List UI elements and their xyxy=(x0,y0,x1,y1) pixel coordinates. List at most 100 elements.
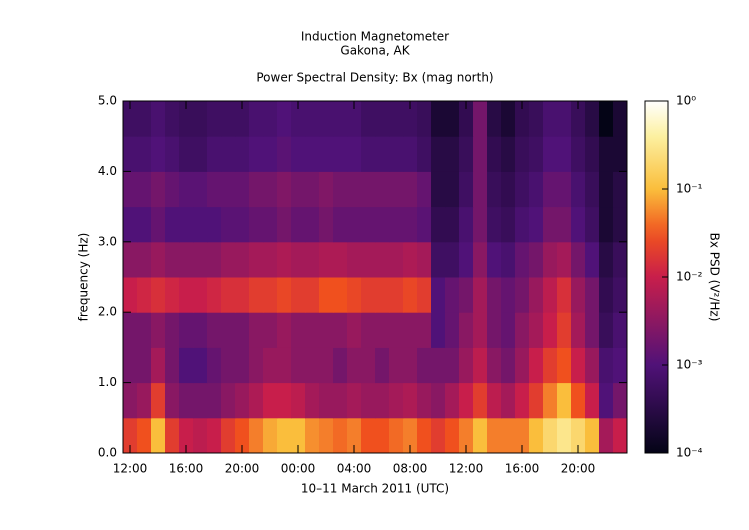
heatmap-cell xyxy=(571,206,586,243)
heatmap-cell xyxy=(445,382,460,419)
heatmap-cell xyxy=(487,277,502,313)
heatmap-cell xyxy=(151,312,166,348)
heatmap-cell xyxy=(473,241,488,278)
heatmap-cell xyxy=(305,171,320,208)
heatmap-cell xyxy=(221,417,236,454)
heatmap-cell xyxy=(263,312,278,348)
heatmap-cell xyxy=(529,206,544,243)
heatmap-cell xyxy=(319,241,334,278)
heatmap-cell xyxy=(445,241,460,278)
colorbar-tick-label: 10⁻³ xyxy=(676,358,703,372)
heatmap-cell xyxy=(221,136,236,172)
heatmap-cell xyxy=(319,101,334,137)
heatmap-cell xyxy=(361,417,376,454)
heatmap-cell xyxy=(389,206,404,243)
heatmap-cell xyxy=(151,417,166,454)
heatmap-cell xyxy=(375,101,390,137)
heatmap-cell xyxy=(557,241,572,278)
heatmap-cell xyxy=(319,136,334,172)
heatmap-cell xyxy=(151,206,166,243)
heatmap-cell xyxy=(123,312,138,348)
heatmap-cell xyxy=(459,382,474,419)
heatmap-cell xyxy=(459,277,474,313)
heatmap-cell xyxy=(207,417,222,454)
heatmap-cell xyxy=(333,241,348,278)
heatmap-cell xyxy=(151,136,166,172)
heatmap-cell xyxy=(319,382,334,419)
heatmap-cell xyxy=(165,347,180,384)
heatmap-cell xyxy=(585,171,600,208)
heatmap-cell xyxy=(263,136,278,172)
heatmap-cell xyxy=(179,277,194,313)
heatmap-cell xyxy=(529,417,544,454)
heatmap-cell xyxy=(291,277,306,313)
heatmap-cell xyxy=(137,171,152,208)
heatmap-cell xyxy=(389,101,404,137)
heatmap-cell xyxy=(389,171,404,208)
heatmap-cell xyxy=(403,277,418,313)
heatmap-cell xyxy=(263,241,278,278)
heatmap-cell xyxy=(543,136,558,172)
heatmap-cell xyxy=(319,206,334,243)
heatmap-cell xyxy=(389,277,404,313)
heatmap-cell xyxy=(613,136,628,172)
heatmap-cell xyxy=(473,171,488,208)
heatmap-cell xyxy=(403,312,418,348)
heatmap-cell xyxy=(501,277,516,313)
heatmap-cell xyxy=(459,312,474,348)
heatmap-cell xyxy=(543,206,558,243)
heatmap-cell xyxy=(165,382,180,419)
x-tick-label: 16:00 xyxy=(505,462,540,476)
heatmap-cell xyxy=(431,136,446,172)
heatmap-cell xyxy=(571,241,586,278)
heatmap-cell xyxy=(445,206,460,243)
heatmap-cell xyxy=(487,136,502,172)
heatmap-cell xyxy=(501,171,516,208)
heatmap-cell xyxy=(263,171,278,208)
heatmap-cell xyxy=(263,347,278,384)
heatmap-cell xyxy=(207,241,222,278)
heatmap-cell xyxy=(207,171,222,208)
heatmap-cell xyxy=(543,382,558,419)
heatmap-cell xyxy=(557,312,572,348)
heatmap-cell xyxy=(473,277,488,313)
heatmap-cell xyxy=(403,382,418,419)
heatmap-cell xyxy=(333,206,348,243)
heatmap-cell xyxy=(613,382,628,419)
heatmap-cell xyxy=(151,171,166,208)
heatmap-cell xyxy=(473,312,488,348)
heatmap-cell xyxy=(305,241,320,278)
heatmap-cell xyxy=(347,241,362,278)
heatmap-cell xyxy=(529,101,544,137)
heatmap-cell xyxy=(333,347,348,384)
heatmap-cell xyxy=(431,347,446,384)
heatmap-cell xyxy=(361,312,376,348)
heatmap-cell xyxy=(543,241,558,278)
y-tick-label: 3.0 xyxy=(98,234,117,248)
heatmap-cell xyxy=(361,206,376,243)
y-tick-label: 1.0 xyxy=(98,375,117,389)
heatmap-cell xyxy=(179,171,194,208)
chart-subtitle: Gakona, AK xyxy=(340,44,410,58)
heatmap-cell xyxy=(207,136,222,172)
heatmap-cell xyxy=(599,312,614,348)
heatmap-cell xyxy=(361,171,376,208)
heatmap-cell xyxy=(613,241,628,278)
heatmap-cell xyxy=(389,382,404,419)
heatmap-cell xyxy=(585,206,600,243)
heatmap-cell xyxy=(123,277,138,313)
heatmap-cell xyxy=(249,417,264,454)
heatmap-cell xyxy=(193,171,208,208)
heatmap-cell xyxy=(501,417,516,454)
heatmap-cell xyxy=(137,206,152,243)
heatmap-cell xyxy=(291,241,306,278)
heatmap-cell xyxy=(445,277,460,313)
heatmap-cell xyxy=(417,277,432,313)
heatmap-cell xyxy=(333,171,348,208)
heatmap-cell xyxy=(361,277,376,313)
heatmap-cell xyxy=(515,171,530,208)
heatmap-cell xyxy=(487,312,502,348)
heatmap-cell xyxy=(599,277,614,313)
heatmap-cell xyxy=(613,417,628,454)
heatmap-cell xyxy=(151,347,166,384)
